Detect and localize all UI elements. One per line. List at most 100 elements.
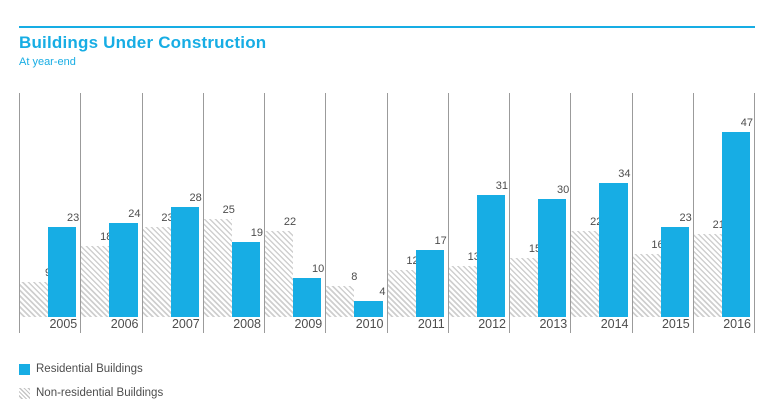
bar-value-label: 28 [189, 192, 202, 204]
bar-pair: 22 10 [265, 93, 325, 317]
residential-bar-column: 19 [231, 228, 263, 317]
bar-value-label: 16 [651, 239, 664, 251]
residential-bar-column: 23 [48, 212, 80, 317]
non-residential-bar [142, 227, 171, 317]
x-axis-label: 2012 [478, 317, 506, 331]
year-group-2006: 18 24 2006 [80, 93, 141, 333]
residential-bar [293, 278, 322, 317]
year-group-2009: 22 10 2009 [264, 93, 325, 333]
non-residential-bar [20, 282, 49, 317]
non-residential-bar-column: 15 [510, 243, 542, 317]
year-group-2007: 23 28 2007 [141, 93, 203, 333]
x-axis-label: 2009 [294, 317, 323, 331]
non-residential-bar [448, 266, 477, 317]
legend: Residential Buildings Non-residential Bu… [19, 357, 163, 402]
bar-value-label: 15 [528, 243, 542, 255]
residential-bar-column: 34 [599, 168, 631, 317]
bar-pair: 13 31 [448, 93, 509, 317]
bar-value-label: 34 [618, 168, 631, 180]
non-residential-bar [387, 270, 416, 317]
non-residential-bar [632, 254, 661, 317]
non-residential-bar [203, 219, 232, 317]
bar-value-label: 12 [406, 255, 419, 267]
x-axis-label: 2005 [49, 317, 78, 331]
bar-value-label: 31 [495, 180, 508, 192]
non-residential-bar-column: 16 [632, 239, 664, 317]
bar-value-label: 8 [351, 271, 358, 283]
non-residential-bar-column: 23 [142, 213, 174, 317]
non-residential-bar-column: 21 [693, 219, 725, 317]
residential-bar-column: 17 [415, 236, 447, 317]
residential-bar [721, 132, 750, 317]
residential-bar [354, 301, 383, 317]
legend-label-residential: Residential Buildings [36, 363, 143, 375]
residential-bar-column: 28 [170, 192, 202, 317]
non-residential-bar-column: 22 [571, 216, 603, 317]
x-axis-label: 2006 [110, 317, 139, 331]
bar-value-label: 4 [379, 286, 386, 298]
year-group-2005: 9 23 2005 [19, 93, 80, 333]
legend-label-non-residential: Non-residential Buildings [36, 387, 164, 399]
x-axis-label: 2016 [723, 317, 751, 331]
bar-pair: 22 34 [571, 93, 631, 317]
residential-bar-column: 23 [660, 213, 692, 317]
residential-bar [538, 199, 567, 317]
x-axis-label: 2007 [171, 317, 200, 331]
bar-pair: 23 28 [142, 93, 203, 317]
bar-pair: 9 23 [20, 93, 80, 317]
bar-value-label: 23 [67, 212, 80, 224]
non-residential-bar-column: 12 [387, 255, 419, 317]
non-residential-bar-column: 9 [20, 268, 51, 317]
bar-pair: 18 24 [81, 93, 141, 317]
non-residential-bar [510, 258, 539, 317]
bar-pair: 15 30 [510, 93, 570, 317]
residential-bar-column: 24 [109, 208, 141, 317]
residential-swatch-icon [19, 363, 30, 375]
x-axis-label: 2014 [600, 317, 629, 331]
residential-bar [660, 227, 689, 317]
year-group-2011: 12 17 2011 [386, 93, 448, 333]
non-residential-bar-column: 13 [448, 251, 480, 317]
bar-value-label: 21 [712, 219, 725, 231]
x-axis-label: 2008 [233, 317, 261, 331]
chart-subtitle: At year-end [19, 56, 76, 68]
bar-pair: 12 17 [387, 93, 448, 317]
non-residential-bar-column: 18 [81, 231, 113, 317]
x-axis-label: 2015 [661, 317, 690, 331]
bar-value-label: 22 [283, 216, 297, 228]
bar-chart-plot-area: 9232005182420062328200725192008221020098… [19, 93, 755, 333]
non-residential-bar [693, 234, 722, 317]
bar-pair: 16 23 [632, 93, 693, 317]
non-residential-bar [81, 246, 110, 317]
year-group-2015: 16 23 2015 [631, 93, 693, 333]
bar-value-label: 30 [557, 184, 570, 196]
bar-value-label: 18 [100, 231, 113, 243]
legend-item-non-residential: Non-residential Buildings [19, 381, 163, 402]
year-group-2013: 15 30 2013 [509, 93, 570, 333]
residential-bar [415, 250, 444, 317]
non-residential-bar-column: 25 [203, 205, 235, 317]
residential-bar [476, 195, 505, 317]
residential-bar-column: 30 [538, 184, 570, 317]
header-rule [19, 26, 755, 28]
year-group-2010: 8 4 2010 [325, 93, 386, 333]
bar-value-label: 10 [312, 263, 325, 275]
bar-value-label: 13 [467, 251, 480, 263]
bar-value-label: 9 [20, 268, 51, 279]
residential-bar [599, 183, 628, 317]
x-axis-label: 2010 [355, 317, 384, 331]
bar-pair: 25 19 [203, 93, 264, 317]
bar-pair: 21 47 [693, 93, 754, 317]
residential-bar-column: 10 [293, 263, 325, 317]
year-group-2016: 21 47 2016 [692, 93, 754, 333]
bar-value-label: 47 [740, 117, 753, 129]
non-residential-swatch-icon [19, 387, 30, 399]
bar-value-label: 22 [590, 216, 603, 228]
non-residential-bar [326, 286, 355, 317]
year-group-2008: 25 19 2008 [202, 93, 264, 333]
non-residential-bar-column: 8 [326, 271, 358, 317]
x-axis-label: 2011 [417, 317, 445, 331]
legend-item-residential: Residential Buildings [19, 357, 163, 381]
bar-value-label: 24 [128, 208, 141, 220]
